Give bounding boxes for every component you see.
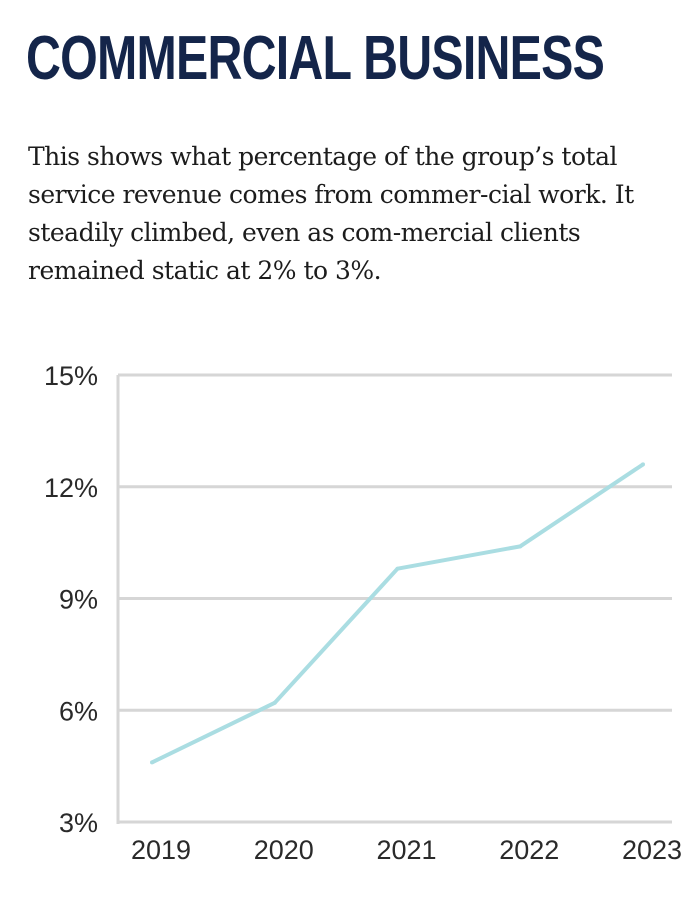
data-point <box>150 760 154 765</box>
y-tick-label: 15% <box>44 361 98 391</box>
data-point <box>641 462 645 467</box>
y-tick-label: 12% <box>44 473 98 503</box>
y-tick-label: 6% <box>59 696 98 726</box>
y-tick-label: 3% <box>59 808 98 838</box>
x-tick-label: 2020 <box>254 835 314 865</box>
x-tick-label: 2019 <box>131 835 191 865</box>
data-point <box>272 700 277 705</box>
data-point <box>395 566 400 571</box>
chart-description: This shows what percentage of the group’… <box>28 142 634 285</box>
data-point <box>518 544 523 549</box>
y-tick-label: 9% <box>59 585 98 615</box>
page-title: COMMERCIAL BUSINESS <box>26 24 605 93</box>
x-tick-label: 2022 <box>499 835 559 865</box>
series-line <box>151 462 645 765</box>
x-tick-label: 2021 <box>376 835 436 865</box>
x-tick-label: 2023 <box>622 835 682 865</box>
